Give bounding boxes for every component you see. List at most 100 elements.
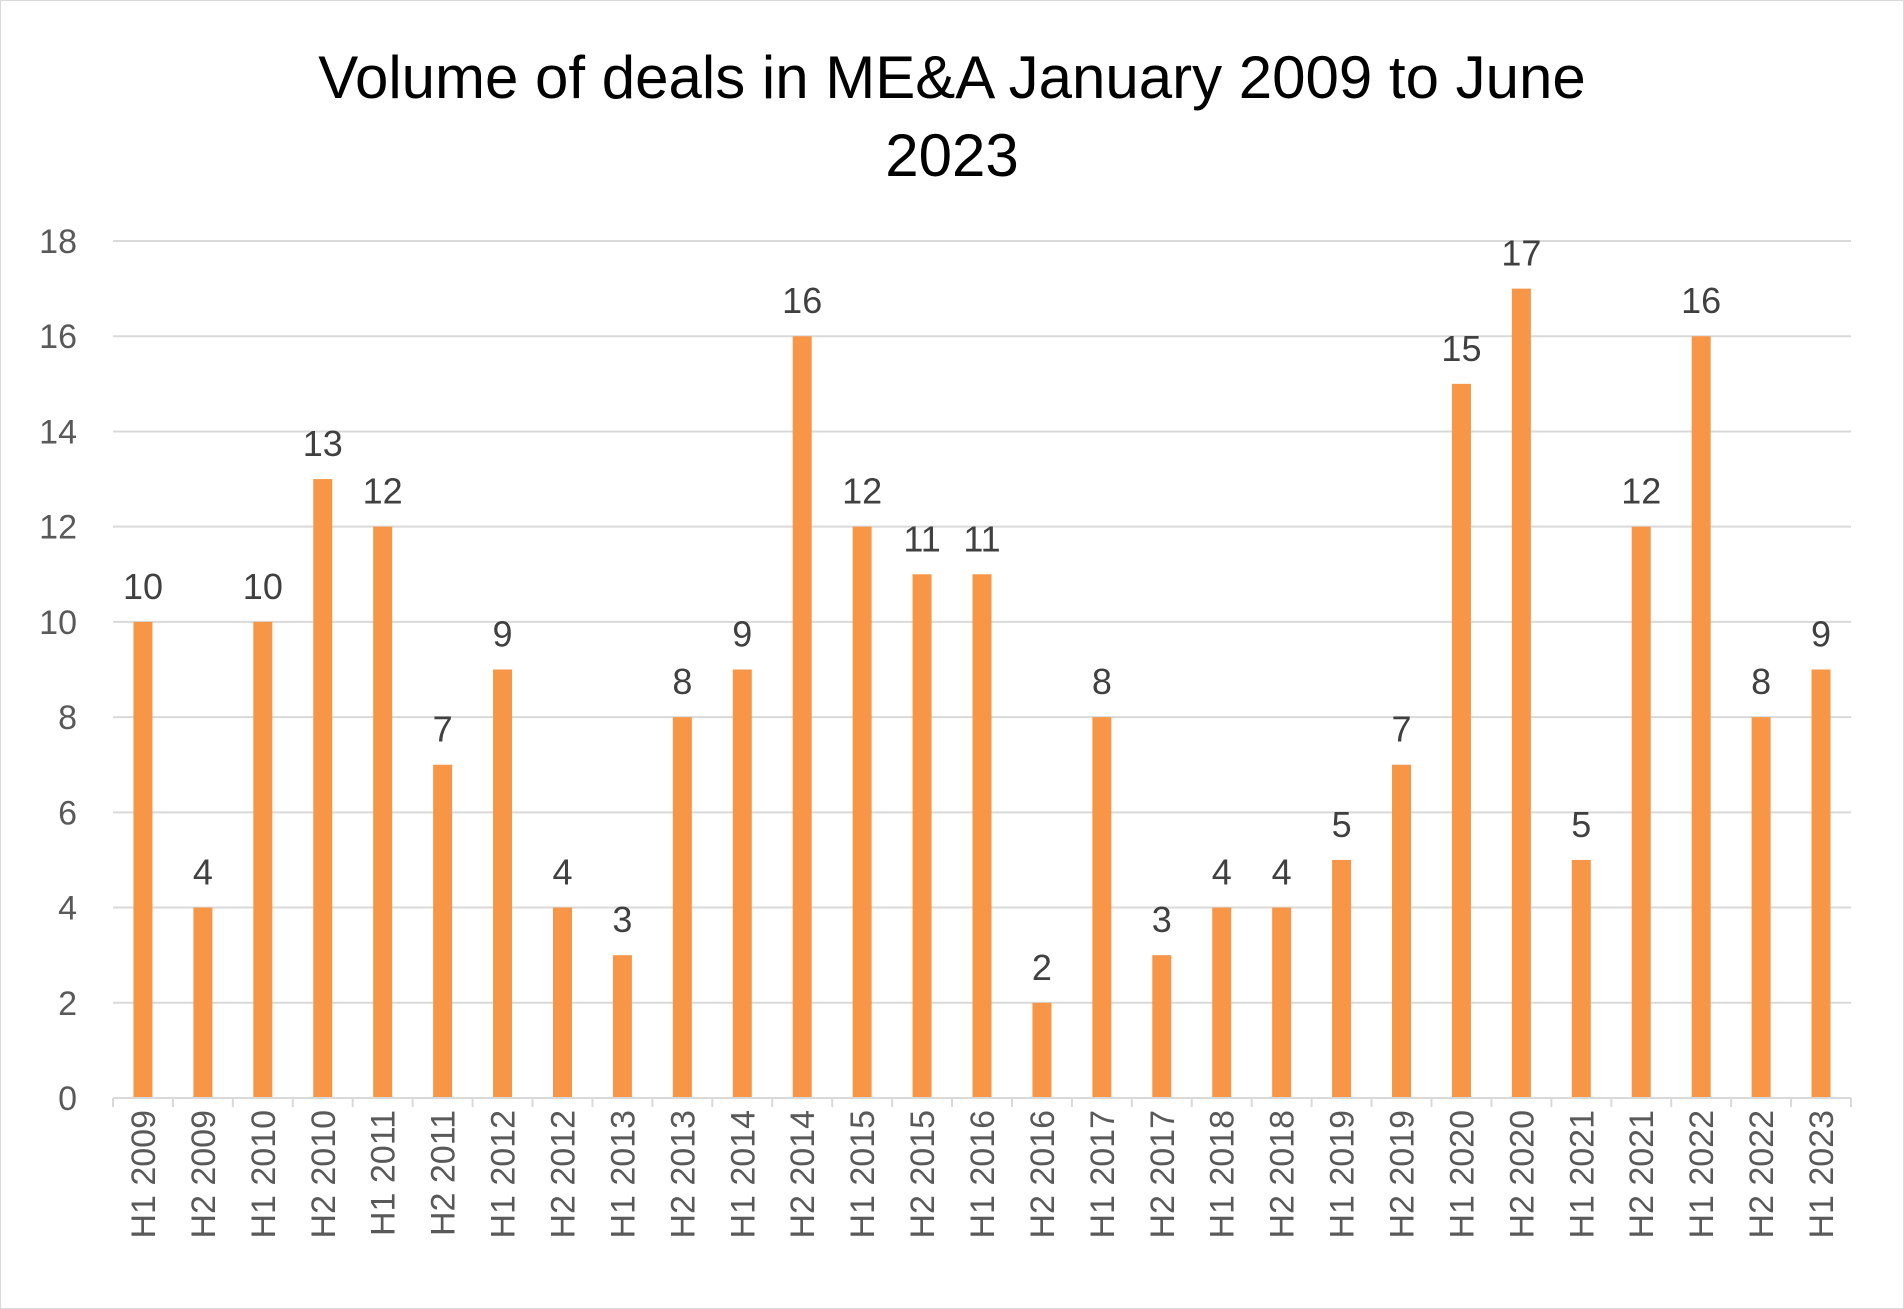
data-label: 10 (243, 566, 283, 607)
y-tick-label: 8 (58, 699, 77, 737)
x-tick-label: H2 2012 (544, 1110, 582, 1239)
x-tick-label: H1 2016 (964, 1110, 1002, 1239)
bar (1392, 764, 1412, 1098)
y-tick-label: 0 (58, 1080, 77, 1118)
bar (1212, 907, 1232, 1098)
data-label: 4 (1272, 852, 1292, 893)
data-label: 4 (193, 852, 213, 893)
data-label: 7 (433, 709, 453, 750)
chart-title-line-2: 2023 (885, 122, 1019, 189)
bar (1451, 383, 1471, 1098)
data-label: 7 (1392, 709, 1412, 750)
data-label: 4 (1212, 852, 1232, 893)
x-tick-label: H1 2010 (245, 1110, 283, 1239)
bar (552, 907, 572, 1098)
data-label: 5 (1571, 804, 1591, 845)
bar (1332, 859, 1352, 1098)
bar (1511, 288, 1531, 1099)
x-tick-label: H1 2014 (724, 1110, 762, 1239)
x-tick-label: H1 2009 (125, 1110, 163, 1239)
x-tick-label: H2 2018 (1264, 1110, 1302, 1239)
bars (133, 288, 1831, 1099)
x-tick-label: H2 2011 (425, 1110, 463, 1236)
bar (1092, 717, 1112, 1098)
y-tick-label: 14 (39, 413, 77, 451)
y-tick-label: 6 (58, 794, 77, 832)
bar (1751, 717, 1771, 1098)
x-tick-label: H2 2010 (305, 1110, 343, 1239)
y-tick-label: 18 (39, 223, 77, 261)
y-tick-label: 10 (39, 604, 77, 642)
data-label: 15 (1441, 328, 1481, 369)
bar (852, 526, 872, 1098)
x-tick-label: H2 2016 (1024, 1110, 1062, 1239)
bar (1571, 859, 1591, 1098)
x-tick-label: H2 2014 (784, 1110, 822, 1239)
data-label: 11 (963, 518, 1000, 559)
data-label: 10 (123, 566, 163, 607)
bar (373, 526, 393, 1098)
bar (193, 907, 213, 1098)
bar (1272, 907, 1292, 1098)
bar (1811, 669, 1831, 1098)
bar (313, 479, 333, 1098)
x-tick-label: H1 2011 (365, 1110, 403, 1236)
x-tick-label: H2 2015 (904, 1110, 942, 1239)
bar (433, 764, 453, 1098)
bar (493, 669, 513, 1098)
data-label: 12 (363, 471, 403, 512)
data-label: 2 (1032, 947, 1052, 988)
x-tick-label: H1 2017 (1084, 1110, 1122, 1239)
bar (253, 621, 273, 1098)
x-tick-label: H2 2022 (1743, 1110, 1781, 1239)
x-tick-label: H2 2013 (664, 1110, 702, 1239)
data-label: 5 (1332, 804, 1352, 845)
data-label: 3 (612, 899, 632, 940)
data-label: 9 (493, 614, 513, 655)
bar (1032, 1002, 1052, 1098)
data-label: 16 (1681, 280, 1721, 321)
bar (1631, 526, 1651, 1098)
x-tick-label: H1 2019 (1324, 1110, 1362, 1239)
x-tick-label: H1 2015 (844, 1110, 882, 1239)
x-tick-label: H1 2020 (1443, 1110, 1481, 1239)
bar (1691, 336, 1711, 1098)
x-tick-label: H1 2018 (1204, 1110, 1242, 1239)
data-label: 4 (552, 852, 572, 893)
x-tick-label: H1 2013 (604, 1110, 642, 1239)
y-tick-label: 4 (58, 890, 77, 928)
bar (792, 336, 812, 1098)
x-tick-label: H1 2023 (1803, 1110, 1841, 1239)
chart-title-line-1: Volume of deals in ME&A January 2009 to … (318, 44, 1586, 111)
y-tick-label: 12 (39, 509, 77, 547)
data-label: 12 (1621, 471, 1661, 512)
x-tick-label: H1 2022 (1683, 1110, 1721, 1239)
x-tick-label: H1 2021 (1563, 1110, 1601, 1239)
bar (133, 621, 153, 1098)
data-label: 8 (672, 661, 692, 702)
y-tick-label: 2 (58, 985, 77, 1023)
data-label: 8 (1092, 661, 1112, 702)
bar (612, 955, 632, 1098)
data-label: 12 (842, 471, 882, 512)
axes: 0 2 4 6 8 10 12 14 16 18 H1 2009 H2 2009 H1 2010 H2 2… (39, 223, 1852, 1239)
x-tick-label: H2 2019 (1384, 1110, 1422, 1239)
x-tick-label: H1 2012 (485, 1110, 523, 1239)
chart-title: Volume of deals in ME&A January 2009 to … (1, 39, 1903, 195)
bar (672, 717, 692, 1098)
data-label: 9 (732, 614, 752, 655)
x-tick-label: H2 2021 (1623, 1110, 1661, 1239)
x-tick-label: H2 2017 (1144, 1110, 1182, 1239)
data-label: 8 (1751, 661, 1771, 702)
data-label: 3 (1152, 899, 1172, 940)
data-label: 11 (903, 518, 940, 559)
bar (972, 574, 992, 1098)
data-label: 9 (1811, 614, 1831, 655)
bar (732, 669, 752, 1098)
data-label: 17 (1501, 233, 1541, 274)
x-tick-label: H2 2020 (1503, 1110, 1541, 1239)
bar (912, 574, 932, 1098)
